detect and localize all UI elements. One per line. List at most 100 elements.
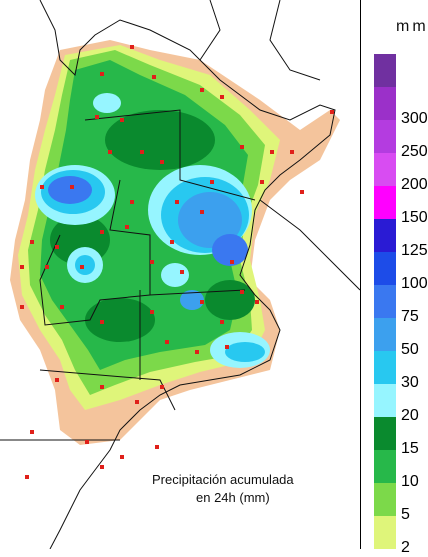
legend-label: 100	[401, 275, 428, 292]
caption-line-1: Precipitación acumulada	[152, 472, 294, 487]
caption-line-2: en 24h (mm)	[196, 490, 270, 505]
legend-swatch	[374, 351, 396, 384]
station-marker	[100, 230, 104, 234]
cyan-southeast	[225, 342, 265, 362]
blue-east	[212, 234, 248, 266]
station-marker	[195, 350, 199, 354]
station-marker	[30, 240, 34, 244]
station-marker	[175, 200, 179, 204]
legend-label: 250	[401, 143, 428, 160]
station-marker	[60, 305, 64, 309]
legend-swatch	[374, 186, 396, 219]
station-marker	[120, 118, 124, 122]
station-marker	[130, 45, 134, 49]
legend-swatch	[374, 252, 396, 285]
legend-label: 200	[401, 176, 428, 193]
station-marker	[150, 310, 154, 314]
lightblue-east	[178, 192, 242, 248]
station-marker	[20, 305, 24, 309]
blue-west	[48, 176, 92, 204]
pale-cyan-mid	[161, 263, 189, 287]
legend-swatch	[374, 219, 396, 252]
station-marker	[165, 340, 169, 344]
legend-label: 50	[401, 341, 419, 358]
station-marker	[240, 290, 244, 294]
legend-swatch	[374, 153, 396, 186]
station-marker	[260, 180, 264, 184]
station-marker	[100, 385, 104, 389]
legend-label: 125	[401, 242, 428, 259]
legend-label: 2	[401, 539, 410, 556]
station-marker	[70, 185, 74, 189]
legend-swatch	[374, 54, 396, 87]
province-border-1	[0, 109, 256, 441]
cyan-center	[75, 255, 95, 275]
legend-label: 5	[401, 506, 410, 523]
station-marker	[108, 150, 112, 154]
station-marker	[160, 160, 164, 164]
legend-swatch	[374, 516, 396, 549]
legend-swatch	[374, 483, 396, 516]
station-marker	[55, 378, 59, 382]
station-marker	[100, 320, 104, 324]
station-marker	[100, 72, 104, 76]
station-marker	[155, 445, 159, 449]
station-marker	[55, 245, 59, 249]
station-marker	[130, 200, 134, 204]
station-marker	[200, 88, 204, 92]
precipitation-map: Precipitación acumulada en 24h (mm)	[0, 0, 361, 549]
legend-swatch	[374, 450, 396, 483]
station-marker	[330, 110, 334, 114]
station-marker	[125, 225, 129, 229]
legend-swatch	[374, 318, 396, 351]
station-marker	[152, 75, 156, 79]
station-marker	[135, 400, 139, 404]
station-marker	[300, 190, 304, 194]
station-marker	[85, 440, 89, 444]
legend-label: 20	[401, 407, 419, 424]
station-marker	[210, 180, 214, 184]
station-marker	[180, 270, 184, 274]
legend-color-bar	[374, 54, 396, 549]
heavy-green-south	[85, 298, 155, 342]
station-marker	[30, 430, 34, 434]
station-marker	[120, 455, 124, 459]
legend-label: 10	[401, 473, 419, 490]
legend-swatch	[374, 417, 396, 450]
legend-label: 75	[401, 308, 419, 325]
station-marker	[80, 265, 84, 269]
legend-swatch	[374, 285, 396, 318]
station-marker	[160, 385, 164, 389]
legend-label: 300	[401, 110, 428, 127]
legend-title: mm	[396, 18, 428, 35]
station-marker	[25, 475, 29, 479]
station-marker	[150, 260, 154, 264]
station-marker	[200, 300, 204, 304]
cyan-mid	[180, 290, 204, 310]
legend-swatch	[374, 120, 396, 153]
heavy-green-north	[105, 110, 215, 170]
station-marker	[240, 145, 244, 149]
station-marker	[255, 300, 259, 304]
station-marker	[230, 260, 234, 264]
legend-label: 30	[401, 374, 419, 391]
river-line	[199, 0, 360, 291]
station-marker	[220, 95, 224, 99]
station-marker	[200, 210, 204, 214]
pale-cyan-north	[93, 93, 121, 113]
station-marker	[20, 265, 24, 269]
legend-swatch	[374, 87, 396, 120]
station-marker	[140, 150, 144, 154]
map-canvas	[0, 0, 360, 549]
station-markers	[20, 45, 334, 479]
station-marker	[100, 465, 104, 469]
station-marker	[225, 345, 229, 349]
station-marker	[290, 150, 294, 154]
station-marker	[95, 115, 99, 119]
station-marker	[40, 185, 44, 189]
station-marker	[220, 320, 224, 324]
legend-label: 150	[401, 209, 428, 226]
legend-swatch	[374, 384, 396, 417]
station-marker	[170, 240, 174, 244]
station-marker	[45, 265, 49, 269]
